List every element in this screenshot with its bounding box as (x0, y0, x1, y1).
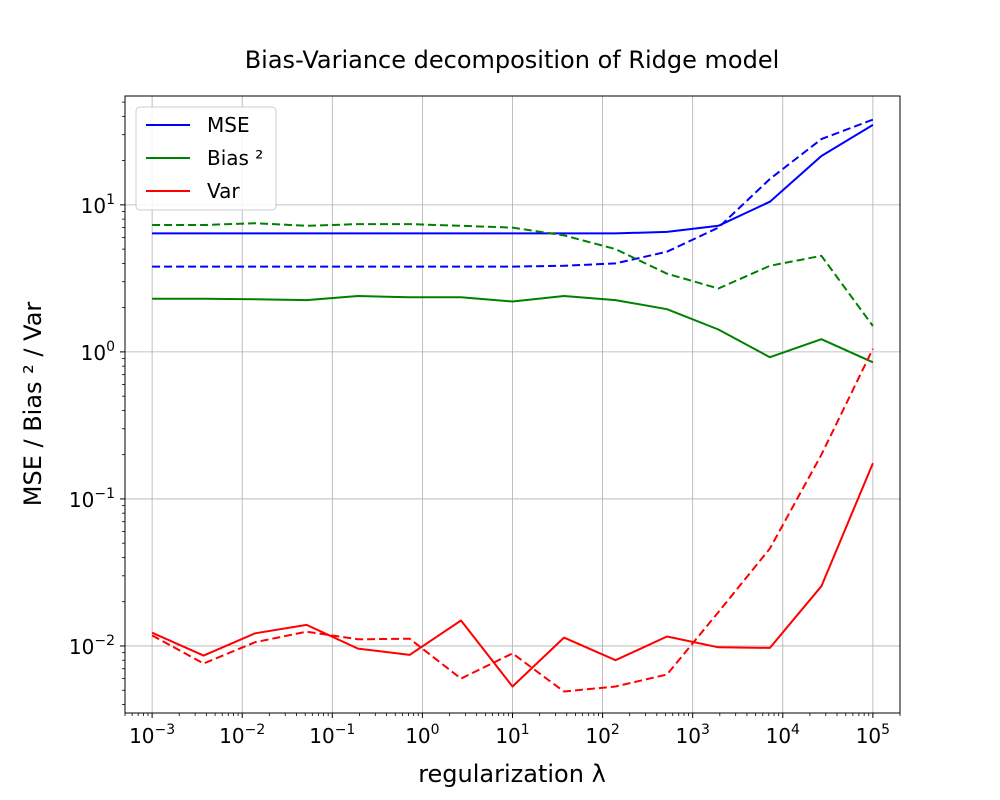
x-tick-label: 104 (766, 722, 800, 748)
series-bias-dashed-line (152, 222, 874, 327)
x-tick-label: 10−2 (219, 722, 265, 748)
legend-box (135, 106, 277, 211)
y-tick-label: 10−1 (69, 486, 115, 512)
legend: MSE Bias ² Var (135, 106, 277, 211)
series-var-dashed-line (151, 348, 874, 693)
y-tick-label: 101 (81, 192, 115, 218)
series-mse-solid-line (152, 124, 874, 235)
axis-tick-labels: 10−3 10−2 10−1 100 101 102 103 104 105 10−2 10−1 10… (69, 192, 890, 748)
legend-label: MSE (207, 113, 250, 137)
series-mse-dashed-line (152, 118, 874, 268)
x-axis-title: regularization λ (418, 760, 606, 788)
x-tick-label: 103 (676, 722, 710, 748)
legend-label: Bias ² (207, 146, 263, 170)
legend-label: Var (207, 179, 240, 203)
x-tick-label: 10−3 (129, 722, 175, 748)
series-var-solid-line (151, 462, 874, 688)
y-axis-title: MSE / Bias ² / Var (19, 302, 47, 507)
x-tick-label: 101 (495, 722, 529, 748)
chart-title: Bias-Variance decomposition of Ridge mod… (245, 46, 780, 74)
y-tick-label: 100 (81, 339, 115, 365)
axis-ticks (120, 101, 901, 718)
x-tick-label: 102 (585, 722, 619, 748)
series-bias-solid-line (152, 295, 874, 364)
series-lines (151, 118, 874, 693)
y-tick-label: 10−2 (69, 633, 115, 659)
x-tick-label: 105 (856, 722, 890, 748)
x-tick-label: 100 (405, 722, 439, 748)
x-tick-label: 10−1 (309, 722, 355, 748)
